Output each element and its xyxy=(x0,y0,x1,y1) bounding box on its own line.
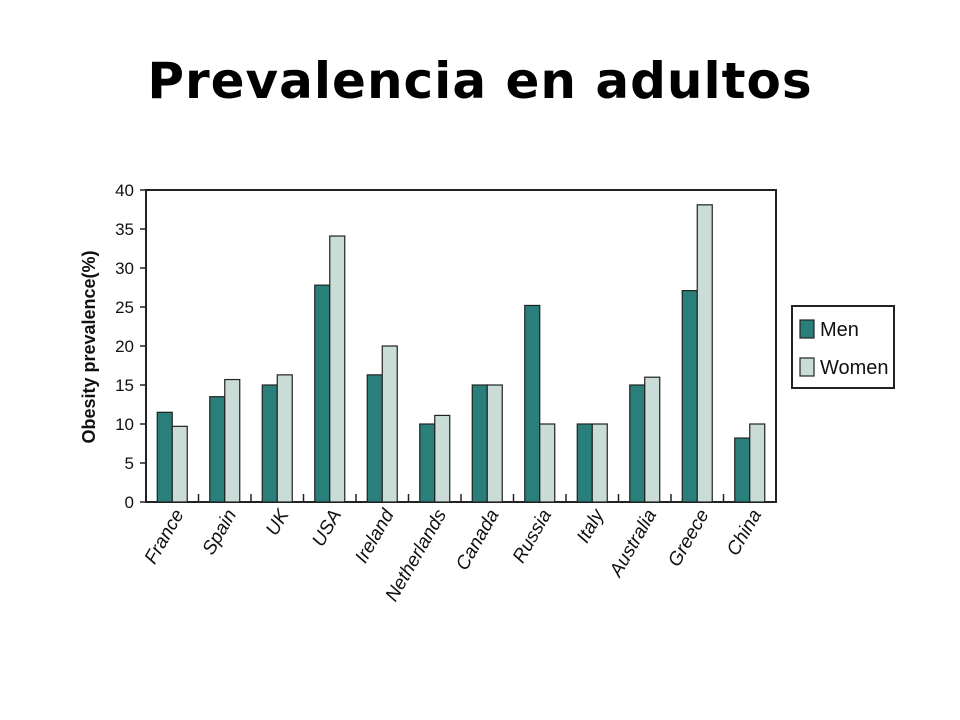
bar-women-china xyxy=(749,423,766,503)
y-tick-label: 15 xyxy=(115,376,134,395)
y-tick-label: 40 xyxy=(115,181,134,200)
plot-frame xyxy=(145,189,777,503)
bar-women-russia xyxy=(539,423,556,503)
bar-women-ireland xyxy=(381,345,398,503)
bar-men-spain xyxy=(209,396,226,503)
y-tick-label: 35 xyxy=(115,220,134,239)
x-tick-label: Australia xyxy=(605,506,661,581)
bar-men-uk xyxy=(261,384,278,503)
bars xyxy=(156,204,766,503)
legend-swatch-men xyxy=(799,319,815,339)
plot-area xyxy=(145,189,777,503)
x-tick-label: Italy xyxy=(573,505,609,547)
legend-label-women: Women xyxy=(820,357,889,379)
bar-women-australia xyxy=(644,376,661,503)
x-tick-label: USA xyxy=(308,506,346,550)
x-tick-label: Greece xyxy=(664,506,713,570)
x-tick-label: Spain xyxy=(199,506,241,559)
legend-label-men: Men xyxy=(820,319,859,341)
y-tick-label: 5 xyxy=(125,454,134,473)
y-tick-label: 25 xyxy=(115,298,134,317)
legend-swatch-women xyxy=(799,357,815,377)
y-tick-label: 0 xyxy=(125,493,134,512)
y-tick-label: 10 xyxy=(115,415,134,434)
bar-women-france xyxy=(171,425,188,503)
bar-women-netherlands xyxy=(434,414,451,503)
bar-women-canada xyxy=(486,384,503,503)
bar-women-spain xyxy=(224,378,241,503)
legend: Men Women xyxy=(791,305,895,389)
bar-women-uk xyxy=(276,374,293,503)
bar-women-italy xyxy=(591,423,608,503)
y-axis: 0 5 10 15 20 25 30 35 40 xyxy=(115,181,146,512)
bar-men-ireland xyxy=(366,374,383,503)
bar-men-china xyxy=(734,437,751,503)
y-axis-label: Obesity prevalence(%) xyxy=(79,250,99,443)
slide-title: Prevalencia en adultos xyxy=(147,52,813,110)
bar-men-italy xyxy=(576,423,593,503)
y-tick-label: 20 xyxy=(115,337,134,356)
bar-men-netherlands xyxy=(419,423,436,503)
x-tick-label: UK xyxy=(262,505,294,540)
x-tick-label: Russia xyxy=(509,506,556,567)
x-tick-label: France xyxy=(141,506,189,568)
bar-men-canada xyxy=(471,384,488,503)
bar-men-france xyxy=(156,411,173,503)
x-tick-label: Canada xyxy=(452,506,503,574)
bar-women-greece xyxy=(696,204,713,503)
x-tick-label: China xyxy=(723,506,766,560)
x-tick-label: Ireland xyxy=(351,505,399,567)
bar-women-usa xyxy=(329,235,346,503)
y-tick-label: 30 xyxy=(115,259,134,278)
bar-men-usa xyxy=(314,284,331,503)
bar-men-russia xyxy=(524,304,541,503)
bar-men-australia xyxy=(629,384,646,503)
bar-men-greece xyxy=(681,290,698,503)
